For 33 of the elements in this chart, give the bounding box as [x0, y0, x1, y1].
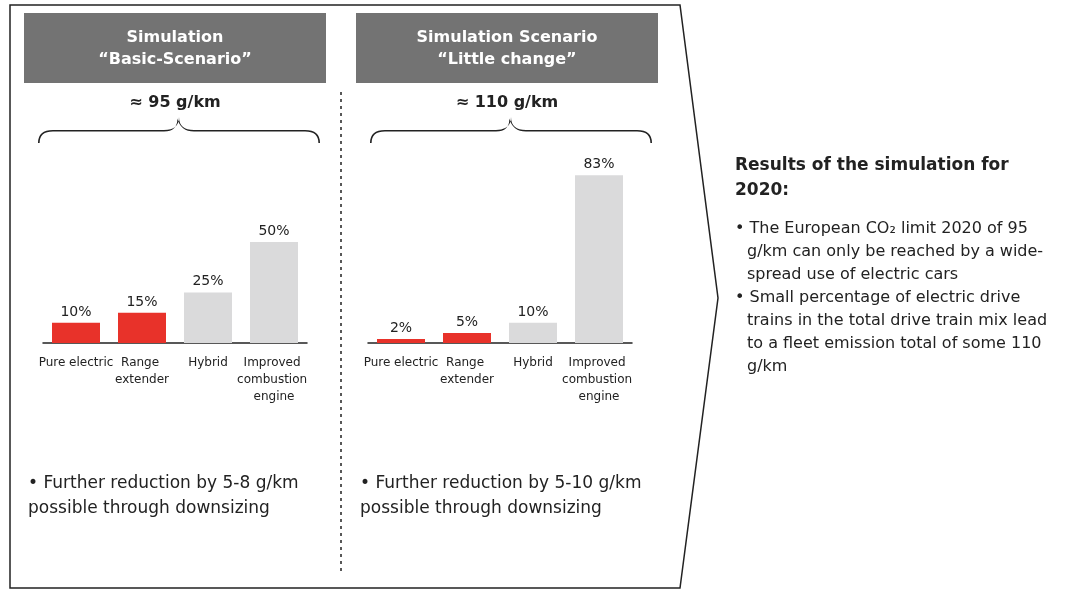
data-label: 83% [583, 155, 615, 172]
text: • Further reduction by 5-8 g/km possible through downsizing [28, 471, 300, 519]
bar [118, 312, 166, 343]
x-tick-label: Range extender [440, 354, 495, 386]
x-tick-label: Pure electric [363, 354, 439, 369]
bar [184, 292, 232, 343]
text: • Further reduction by 5-10 g/km possible through downsizing [360, 471, 643, 519]
chart-subtitle: ≈ 110 g/km [454, 92, 560, 111]
chart-title: Simulation Scenario “Little change” [356, 13, 658, 83]
chart-subtitle: ≈ 95 g/km [128, 92, 222, 111]
x-tick-label: Hybrid [513, 354, 553, 369]
bar [575, 175, 623, 343]
chart-title: Simulation “Basic-Scenario” [24, 13, 326, 83]
bar [52, 322, 100, 343]
text: • Small percentage of electric drive trains in the total drive train mix lead to a fleet emission total of some 110 g/km [735, 286, 1049, 377]
x-tick-label: Pure electric [38, 354, 114, 369]
text: Results of the simulation for 2020: [735, 153, 1010, 201]
bar [377, 338, 425, 343]
data-label: 10% [517, 302, 549, 319]
bar [509, 322, 557, 343]
x-tick-label: Improved combustion engine [562, 354, 636, 403]
text: • The European CO₂ limit 2020 of 95 g/km can only be reached by a wide-spread use of electric cars [735, 217, 1045, 285]
data-label: 2% [389, 318, 413, 335]
x-tick-label: Hybrid [188, 354, 228, 369]
data-label: 10% [60, 302, 92, 319]
x-tick-label: Improved combustion engine [237, 354, 311, 403]
data-label: 25% [192, 272, 224, 289]
bar [250, 241, 298, 343]
data-label: 15% [126, 292, 158, 309]
bar [443, 332, 491, 343]
data-label: 50% [258, 221, 290, 238]
x-tick-label: Range extender [115, 354, 170, 386]
data-label: 5% [455, 312, 479, 329]
